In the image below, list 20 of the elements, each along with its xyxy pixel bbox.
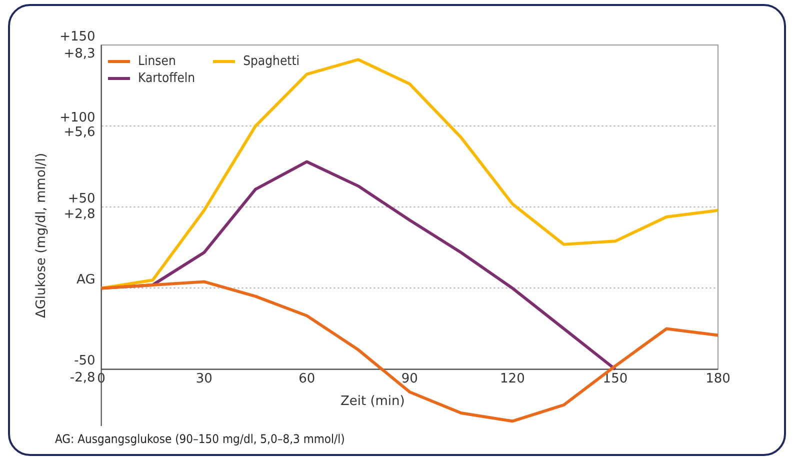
x-tick-label: 60 xyxy=(298,371,316,386)
y-tick-label: -50 xyxy=(74,354,96,369)
y2-tick-label: +5,6 xyxy=(64,125,96,140)
x-tick-label: 120 xyxy=(500,371,525,386)
y-axis-title: ΔGlukose (mg/dl, mmol/l) xyxy=(34,152,50,318)
x-tick-label: 30 xyxy=(196,371,212,386)
y-tick-label: AG xyxy=(76,272,96,288)
y2-tick-label: +8,3 xyxy=(64,46,96,62)
text: AG: Ausgangsglukose (90–150 mg/dl, 5,0–8,3 mmol/l) xyxy=(55,432,345,446)
y2-tick-label: -2,8 xyxy=(70,370,96,386)
y-tick-label: +150 xyxy=(60,29,96,44)
x-tick-label: 180 xyxy=(706,371,730,386)
y-tick-label: +100 xyxy=(60,110,96,126)
y-tick-label: +50 xyxy=(68,192,96,207)
x-axis-title: Zeit (min) xyxy=(340,394,405,410)
legend-label: Kartoffeln xyxy=(137,71,196,86)
y2-tick-label: +2,8 xyxy=(64,206,96,222)
legend-label: Linsen xyxy=(137,54,177,69)
legend-label: Spaghetti xyxy=(242,54,300,69)
x-tick-label: 90 xyxy=(401,371,418,386)
